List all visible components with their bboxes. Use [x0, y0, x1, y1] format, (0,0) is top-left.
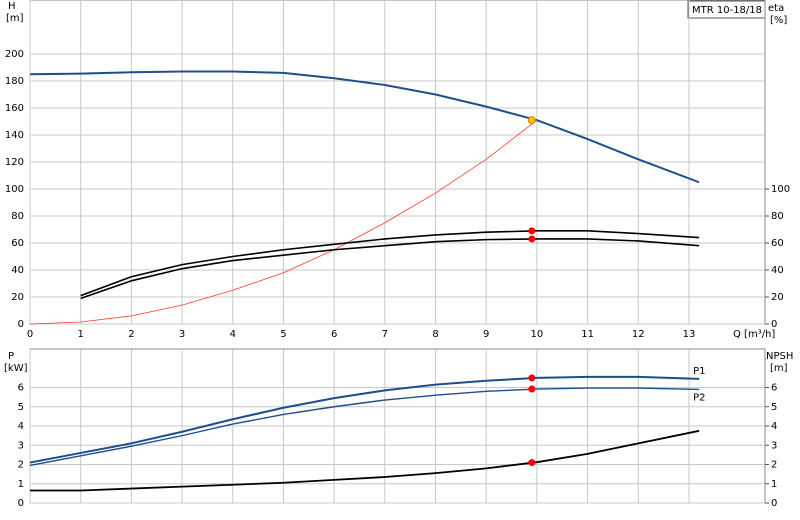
y2-tick-label: 3	[771, 440, 777, 451]
y2-tick-label: 5	[771, 402, 777, 413]
y-axis-label: H	[8, 1, 16, 12]
y2-tick-label: 0	[771, 319, 777, 330]
operating-point	[528, 227, 536, 235]
operating-point	[527, 116, 536, 125]
y2-tick-label: 2	[771, 460, 777, 471]
y-axis-unit: [m]	[6, 13, 24, 24]
y-tick-label: 180	[5, 76, 24, 87]
curve	[29, 70, 700, 184]
y2-axis-label: NPSH	[766, 351, 793, 362]
y-tick-label: 6	[18, 383, 24, 394]
x-tick-label: 12	[632, 329, 645, 340]
x-tick-label: 13	[683, 329, 696, 340]
x-tick-label: 8	[432, 329, 438, 340]
y2-axis-unit: [m]	[770, 363, 788, 374]
x-tick-label: 6	[331, 329, 337, 340]
y-tick-label: 0	[18, 498, 24, 509]
curve	[80, 230, 700, 297]
y-tick-label: 20	[11, 292, 24, 303]
x-tick-label: 10	[531, 329, 544, 340]
y2-tick-label: 0	[771, 498, 777, 509]
y-tick-label: 120	[5, 157, 24, 168]
chart-title: MTR 10-18/18	[692, 5, 762, 16]
x-tick-label: 9	[483, 329, 489, 340]
y2-tick-label: 100	[771, 184, 790, 195]
x-tick-label: 2	[128, 329, 134, 340]
x-tick-label: 3	[179, 329, 185, 340]
x-axis-label: Q [m³/h]	[733, 329, 775, 340]
y-tick-label: 140	[5, 130, 24, 141]
y2-tick-label: 20	[771, 292, 784, 303]
operating-point	[528, 235, 536, 243]
y2-tick-label: 40	[771, 265, 784, 276]
curve	[29, 387, 700, 467]
y-tick-label: 160	[5, 103, 24, 114]
y2-axis-label: eta	[768, 3, 784, 14]
y-tick-label: 2	[18, 460, 24, 471]
y2-tick-label: 60	[771, 238, 784, 249]
y-tick-label: 1	[18, 479, 24, 490]
curve	[29, 375, 700, 464]
operating-point	[528, 385, 536, 393]
y-axis-label: P	[8, 351, 14, 362]
x-tick-label: 0	[27, 329, 33, 340]
y-tick-label: 80	[11, 211, 24, 222]
operating-point	[528, 374, 536, 382]
y-axis-unit: [kW]	[4, 363, 28, 374]
x-tick-label: 7	[382, 329, 388, 340]
y-tick-label: 0	[18, 319, 24, 330]
curve	[80, 238, 700, 300]
x-tick-label: 4	[230, 329, 236, 340]
y-tick-label: 40	[11, 265, 24, 276]
y2-axis-unit: [%]	[770, 15, 787, 26]
x-tick-label: 11	[581, 329, 594, 340]
curve-label: P1	[693, 366, 705, 377]
y-tick-label: 200	[5, 49, 24, 60]
y-tick-label: 3	[18, 440, 24, 451]
curve	[29, 119, 538, 325]
x-tick-label: 1	[78, 329, 84, 340]
operating-point	[528, 459, 536, 467]
y2-tick-label: 80	[771, 211, 784, 222]
curve-label: P2	[693, 392, 705, 403]
y2-tick-label: 1	[771, 479, 777, 490]
y-tick-label: 5	[18, 402, 24, 413]
y-tick-label: 4	[18, 421, 24, 432]
curve	[30, 429, 700, 492]
y-tick-label: 100	[5, 184, 24, 195]
y2-tick-label: 6	[771, 383, 777, 394]
y2-tick-label: 4	[771, 421, 777, 432]
x-tick-label: 5	[280, 329, 286, 340]
y-tick-label: 60	[11, 238, 24, 249]
